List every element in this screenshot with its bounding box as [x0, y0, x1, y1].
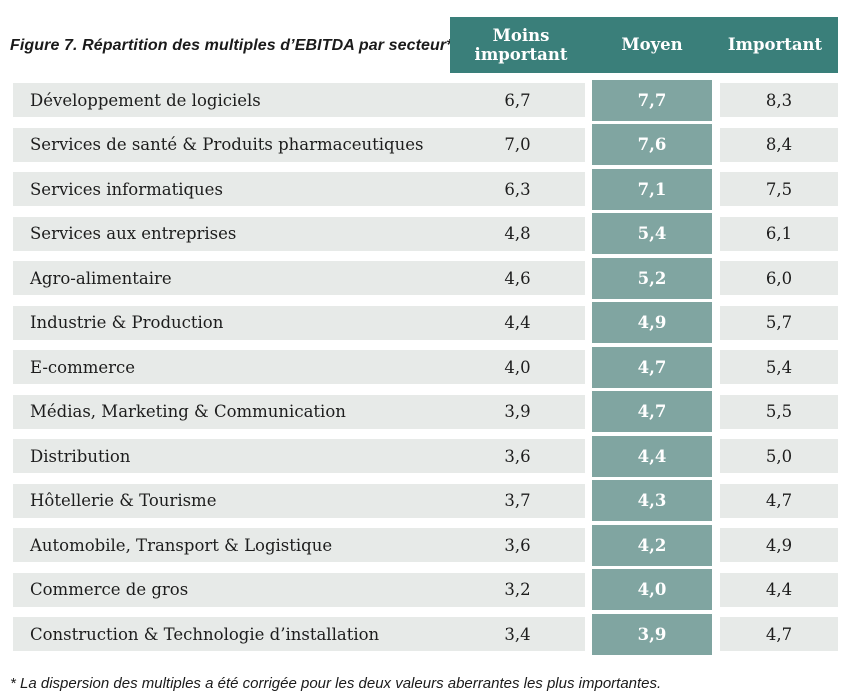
table-row: Médias, Marketing & Communication 3,9 4,…	[13, 391, 838, 432]
sector-label: Construction & Technologie d’installatio…	[30, 624, 380, 644]
value-moyen-highlighted: 4,2	[592, 524, 712, 566]
sector-label: Agro-alimentaire	[30, 268, 172, 288]
value-moyen-highlighted: 4,7	[592, 391, 712, 432]
sector-label: Services de santé & Produits pharmaceuti…	[30, 135, 424, 154]
table-row: Automobile, Transport & Logistique 3,6 4…	[13, 524, 838, 566]
sector-label: Hôtellerie & Tourisme	[30, 491, 217, 510]
figure-title: Figure 7. Répartition des multiples d’EB…	[10, 37, 453, 54]
table-row: Distribution 3,6 4,4 5,0	[13, 435, 838, 477]
value-moins: 3,6	[504, 446, 531, 466]
row-left-segment: Agro-alimentaire 4,6	[13, 261, 585, 295]
value-important: 8,3	[720, 83, 838, 117]
value-moins: 3,9	[504, 402, 531, 421]
value-important: 5,0	[720, 439, 838, 473]
sector-label: Commerce de gros	[30, 580, 189, 599]
value-moyen-highlighted: 4,0	[592, 569, 712, 610]
row-left-segment: Automobile, Transport & Logistique 3,6	[13, 528, 585, 562]
value-important: 5,4	[720, 350, 838, 384]
sector-label: Développement de logiciels	[30, 90, 261, 110]
value-moyen-highlighted: 3,9	[592, 613, 712, 655]
value-important: 6,0	[720, 261, 838, 295]
value-important: 7,5	[720, 172, 838, 206]
value-moyen-highlighted: 5,4	[592, 213, 712, 254]
value-moyen-highlighted: 5,2	[592, 257, 712, 299]
sector-label: Médias, Marketing & Communication	[30, 402, 346, 421]
value-moins: 3,6	[504, 535, 531, 555]
value-moins: 6,7	[504, 90, 531, 110]
value-important: 4,4	[720, 572, 838, 607]
row-left-segment: Industrie & Production 4,4	[13, 305, 585, 340]
row-left-segment: E-commerce 4,0	[13, 350, 585, 384]
table-header: Moins important Moyen Important	[450, 17, 838, 73]
sector-label: E-commerce	[30, 357, 136, 377]
ebitda-table: Développement de logiciels 6,7 7,7 8,3 S…	[13, 79, 838, 655]
value-moins: 3,7	[504, 491, 531, 510]
header-label-important: Important	[727, 35, 823, 55]
table-row: Commerce de gros 3,2 4,0 4,4	[13, 569, 838, 610]
row-left-segment: Commerce de gros 3,2	[13, 572, 585, 607]
row-left-segment: Services de santé & Produits pharmaceuti…	[13, 127, 585, 162]
value-moyen-highlighted: 4,7	[592, 346, 712, 388]
sector-label: Services informatiques	[30, 179, 223, 199]
table-row: Industrie & Production 4,4 4,9 5,7	[13, 302, 838, 343]
value-important: 8,4	[720, 127, 838, 162]
row-left-segment: Médias, Marketing & Communication 3,9	[13, 394, 585, 429]
table-row: Agro-alimentaire 4,6 5,2 6,0	[13, 257, 838, 299]
row-left-segment: Services informatiques 6,3	[13, 172, 585, 206]
value-moyen-highlighted: 7,6	[592, 124, 712, 165]
value-moins: 6,3	[504, 179, 531, 199]
value-important: 4,7	[720, 617, 838, 651]
header-label-moins: Moins important	[474, 25, 568, 64]
value-important: 5,5	[720, 394, 838, 429]
sector-label: Distribution	[30, 446, 131, 466]
table-row: Services de santé & Produits pharmaceuti…	[13, 124, 838, 165]
value-moins: 4,0	[504, 357, 531, 377]
header-cell-important: Important	[712, 17, 838, 73]
value-important: 6,1	[720, 216, 838, 251]
figure-footnote: * La dispersion des multiples a été corr…	[10, 675, 662, 692]
value-moyen-highlighted: 4,9	[592, 302, 712, 343]
value-important: 4,9	[720, 528, 838, 562]
header-cell-moins: Moins important	[450, 17, 592, 73]
header-cell-moyen: Moyen	[592, 17, 712, 73]
table-row: Développement de logiciels 6,7 7,7 8,3	[13, 79, 838, 121]
value-moyen-highlighted: 7,7	[592, 79, 712, 121]
row-left-segment: Hôtellerie & Tourisme 3,7	[13, 483, 585, 518]
value-important: 5,7	[720, 305, 838, 340]
value-moins: 3,2	[504, 580, 531, 599]
table-row: Services aux entreprises 4,8 5,4 6,1	[13, 213, 838, 254]
header-label-moyen: Moyen	[621, 35, 683, 55]
table-row: E-commerce 4,0 4,7 5,4	[13, 346, 838, 388]
table-row: Construction & Technologie d’installatio…	[13, 613, 838, 655]
row-left-segment: Services aux entreprises 4,8	[13, 216, 585, 251]
table-row: Hôtellerie & Tourisme 3,7 4,3 4,7	[13, 480, 838, 521]
value-moyen-highlighted: 7,1	[592, 168, 712, 210]
sector-label: Automobile, Transport & Logistique	[30, 535, 333, 555]
sector-label: Industrie & Production	[30, 313, 224, 332]
value-moins: 7,0	[504, 135, 531, 154]
value-moins: 4,4	[504, 313, 531, 332]
sector-label: Services aux entreprises	[30, 224, 237, 243]
row-left-segment: Construction & Technologie d’installatio…	[13, 617, 585, 651]
row-left-segment: Développement de logiciels 6,7	[13, 83, 585, 117]
value-moins: 4,6	[504, 268, 531, 288]
value-moyen-highlighted: 4,3	[592, 480, 712, 521]
value-moyen-highlighted: 4,4	[592, 435, 712, 477]
value-important: 4,7	[720, 483, 838, 518]
table-row: Services informatiques 6,3 7,1 7,5	[13, 168, 838, 210]
value-moins: 3,4	[504, 624, 531, 644]
row-left-segment: Distribution 3,6	[13, 439, 585, 473]
value-moins: 4,8	[504, 224, 531, 243]
